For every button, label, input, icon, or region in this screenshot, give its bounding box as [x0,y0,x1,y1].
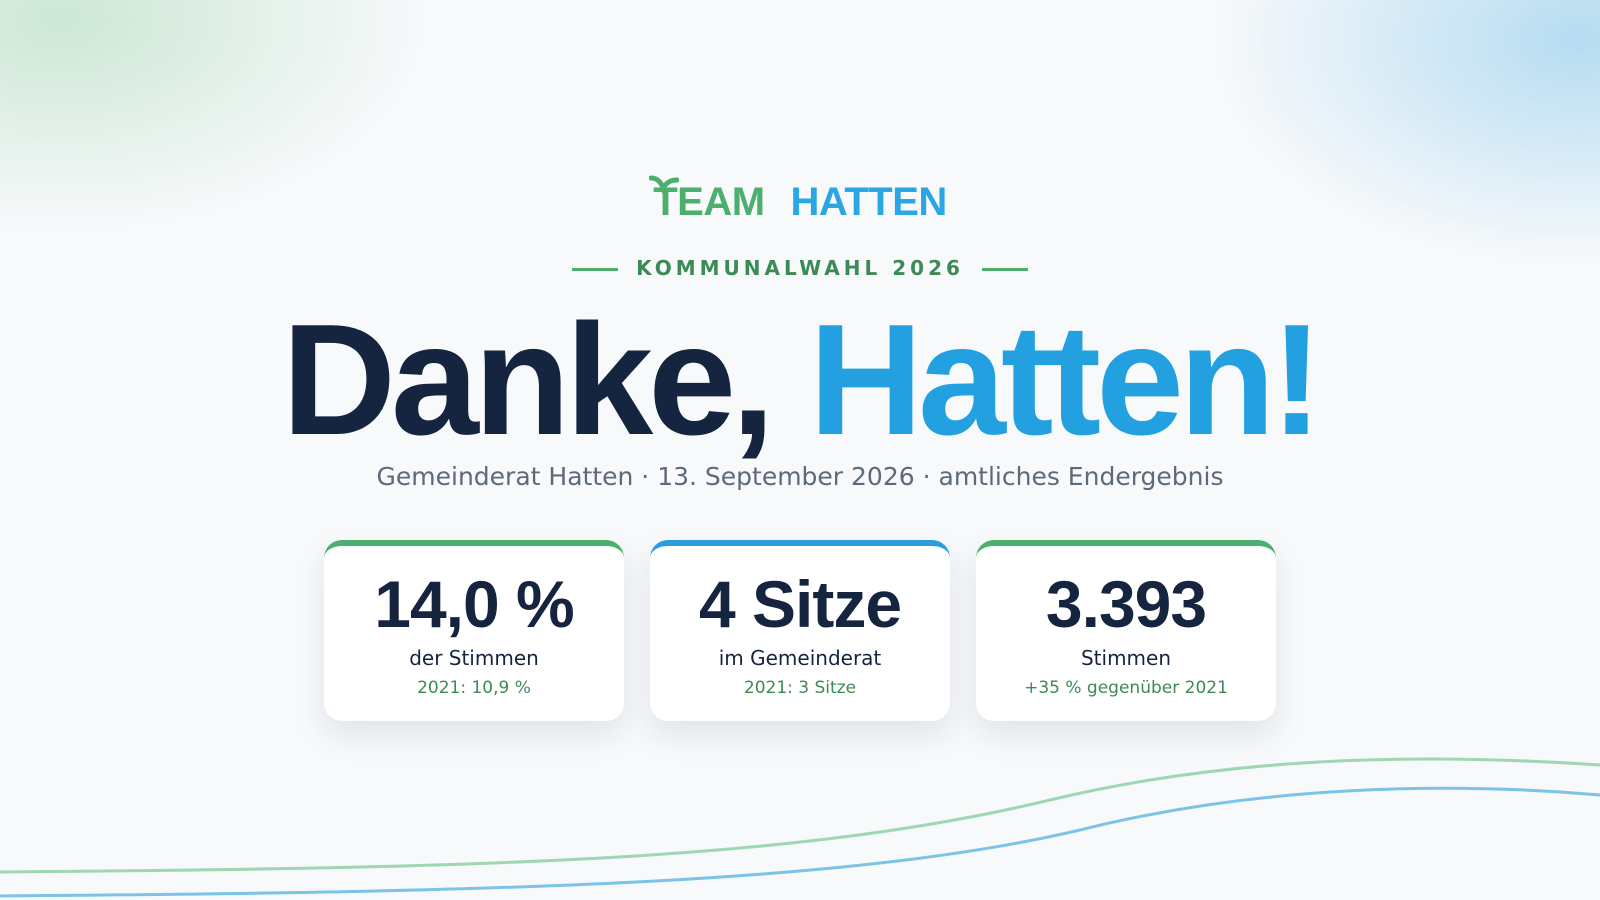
kicker-rule [572,268,619,271]
logo-team: TEAM [649,175,765,224]
kicker: KOMMUNALWAHL 2026 [0,256,1600,280]
headline-part: Danke, [281,292,775,468]
stat-value: 4 Sitze [698,567,902,641]
subtitle: Gemeinderat Hatten · 13. September 2026 … [376,462,1224,491]
stat-card: 14,0 % der Stimmen 2021: 10,9 % [324,540,624,721]
headline-part: Hatten! [808,292,1323,468]
logo-sprout [649,175,680,194]
stat-value: 14,0 % [374,567,574,641]
stat-note: 2021: 10,9 % [417,678,531,698]
wave-green [0,757,1600,874]
stat-note: 2021: 3 Sitze [743,678,857,698]
stat-label: der Stimmen [409,646,539,670]
logo-team-text: TEAM [653,180,765,224]
logo: TEAM HATTEN [0,175,1600,225]
kicker-rule [981,268,1028,271]
stat-label: im Gemeinderat [718,646,882,670]
stat-value: 3.393 [1045,567,1207,641]
stat-note: +35 % gegenüber 2021 [1024,678,1228,698]
stat-card: 4 Sitze im Gemeinderat 2021: 3 Sitze [650,540,950,721]
kicker-text: KOMMUNALWAHL 2026 [636,256,964,280]
logo-hatten: HATTEN [790,180,948,224]
stat-label: Stimmen [1080,646,1172,670]
stat-cards: 14,0 % der Stimmen 2021: 10,9 % 4 Sitze im G… [324,540,1276,721]
stat-card: 3.393 Stimmen +35 % gegenüber 2021 [976,540,1276,721]
headline: Danke, Hatten! [0,300,1600,460]
wave-blue [0,786,1600,898]
